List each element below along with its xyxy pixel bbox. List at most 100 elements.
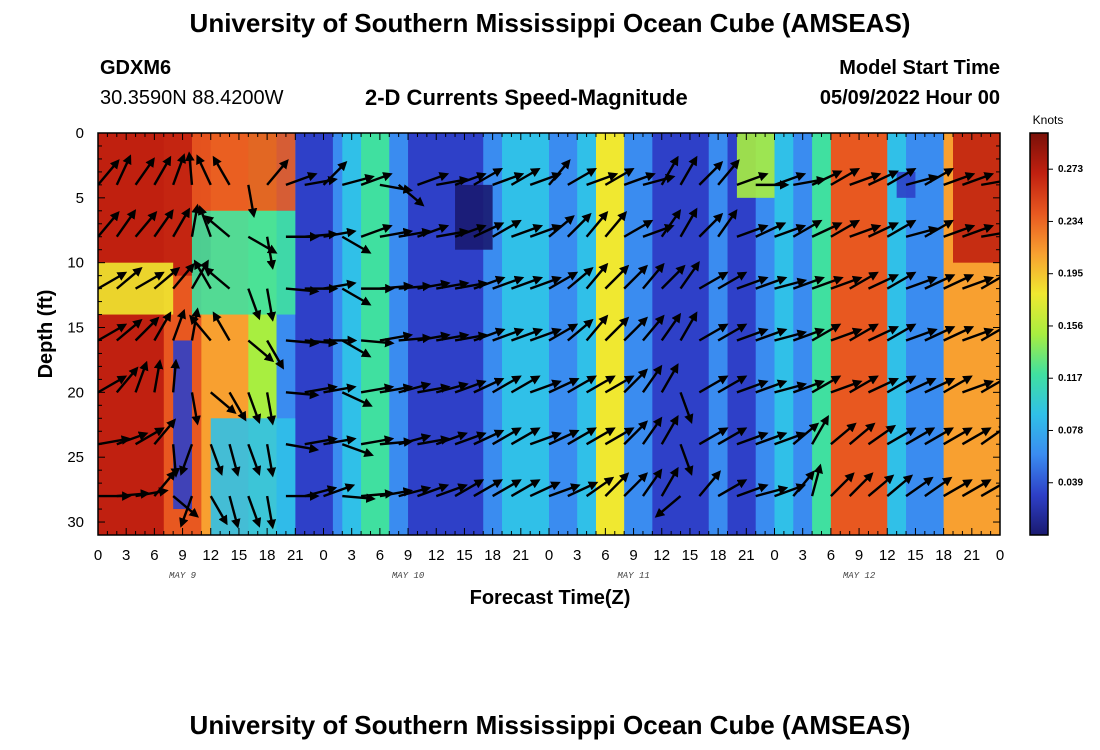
y-tick-label: 20: [67, 384, 84, 401]
current-vector: [341, 443, 374, 457]
heat-band: [577, 133, 597, 535]
current-vector: [548, 271, 579, 290]
current-vector: [454, 431, 487, 446]
current-vector: [905, 174, 939, 187]
current-vector: [265, 392, 277, 426]
x-tick-label: 0: [770, 547, 778, 564]
current-vector: [660, 363, 679, 393]
current-vector: [924, 168, 955, 186]
current-vector: [304, 337, 339, 348]
current-vector: [322, 161, 348, 186]
current-vector: [417, 223, 450, 238]
current-vector: [830, 422, 857, 446]
axis-ticks: 0 3 6 9 12 15 18 21 0 3 6 9 12 15 18 21 0 3 6 9 12 15 18 21 0 3 6 9…: [67, 125, 1004, 581]
title-bottom: University of Southern Mississippi Ocean…: [189, 710, 911, 740]
current-vector: [566, 212, 592, 238]
current-vector: [717, 271, 748, 290]
current-vector: [999, 390, 1000, 393]
heat-band: [332, 133, 343, 535]
x-tick-label: 6: [601, 547, 609, 564]
day-label: MAY 10: [392, 571, 425, 581]
current-vector: [811, 222, 843, 238]
current-vector: [660, 155, 679, 186]
current-vector: [755, 275, 788, 290]
current-vector: [473, 479, 504, 498]
current-vector: [736, 379, 769, 394]
current-vector: [473, 168, 504, 186]
current-vector: [285, 285, 320, 296]
current-vector: [886, 474, 914, 498]
heat-band: [408, 133, 437, 535]
current-vector: [849, 323, 879, 342]
current-vector: [586, 172, 619, 186]
current-vector: [654, 495, 682, 518]
current-vector: [924, 476, 953, 498]
current-vector: [905, 225, 939, 238]
current-vector: [115, 209, 137, 238]
x-tick-label: 6: [150, 547, 158, 564]
current-vector: [774, 172, 807, 186]
current-vector: [886, 271, 917, 290]
heat-band: [295, 133, 315, 535]
current-vector: [193, 259, 212, 290]
x-tick-label: 9: [178, 547, 186, 564]
y-tick-label: 10: [67, 255, 84, 272]
current-vector: [436, 331, 470, 342]
current-vector: [510, 427, 541, 446]
y-tick-label: 30: [67, 514, 84, 531]
current-vector: [886, 427, 917, 446]
colorbar: 0.273 0.234 0.195 0.156 0.117 0.078 0.039: [1029, 132, 1083, 536]
current-vector: [886, 168, 917, 186]
current-vector: [755, 327, 788, 342]
current-vector: [585, 314, 609, 342]
x-tick-label: 15: [907, 547, 924, 564]
current-vector: [567, 481, 599, 498]
current-vector: [623, 420, 648, 446]
y-tick-label: 5: [76, 190, 84, 207]
current-vector: [304, 485, 338, 498]
current-vector: [511, 327, 544, 342]
current-vector: [736, 223, 769, 238]
current-vector: [792, 275, 825, 290]
current-vector: [623, 368, 648, 394]
current-vector: [567, 168, 597, 186]
current-vector: [961, 427, 992, 446]
current-vector: [510, 168, 541, 186]
current-vector: [679, 155, 698, 186]
current-vector: [774, 381, 808, 394]
current-vector: [398, 433, 432, 446]
current-vector: [196, 154, 212, 186]
current-vector: [203, 266, 231, 290]
current-vector: [774, 431, 807, 446]
current-vector: [341, 391, 373, 407]
current-vector: [323, 435, 357, 446]
current-vector: [867, 274, 899, 290]
current-vector: [342, 493, 376, 503]
current-vector: [454, 223, 487, 238]
current-vector: [924, 325, 956, 342]
current-vector: [435, 483, 468, 498]
current-vector: [209, 391, 237, 415]
current-vector: [115, 154, 132, 186]
current-vector: [548, 215, 575, 238]
current-vector: [548, 323, 579, 342]
colorbar-tick-label: 0.156: [1058, 321, 1083, 332]
current-vector: [698, 323, 729, 342]
current-vector: [604, 210, 628, 238]
current-vector: [172, 495, 199, 518]
current-vector: [604, 264, 630, 290]
x-tick-label: 0: [996, 547, 1004, 564]
current-vector: [435, 381, 469, 394]
x-tick-label: 21: [512, 547, 529, 564]
current-vector: [774, 483, 807, 498]
current-vector: [510, 479, 541, 498]
current-vector: [360, 223, 393, 238]
current-vector: [830, 327, 863, 342]
current-vector: [473, 377, 505, 394]
current-vector: [830, 379, 863, 394]
current-vector: [285, 443, 320, 454]
day-label: MAY 9: [169, 571, 197, 581]
x-tick-label: 3: [122, 547, 130, 564]
current-vector: [529, 379, 562, 394]
current-vector: [548, 483, 581, 498]
